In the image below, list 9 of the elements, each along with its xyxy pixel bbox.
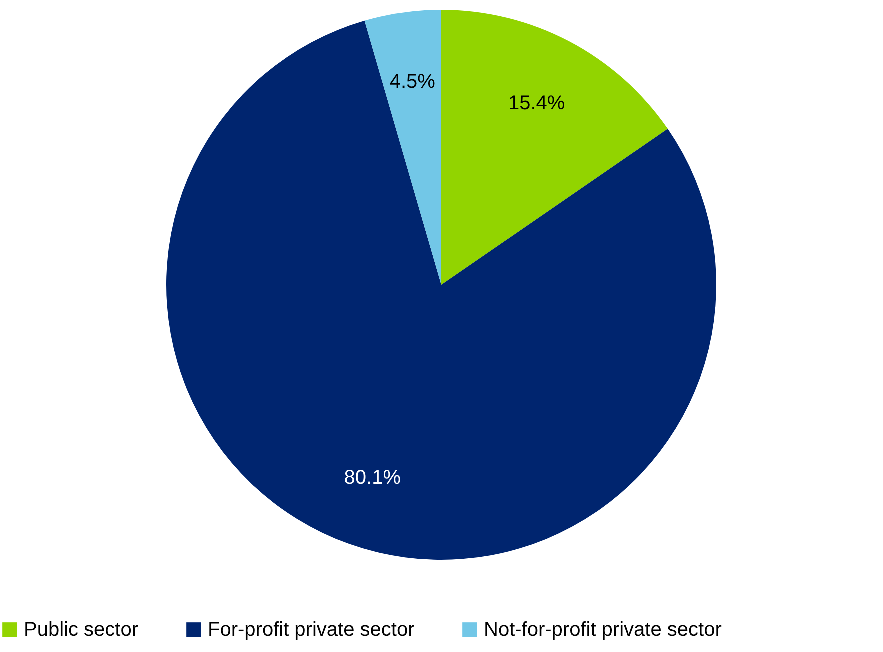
legend-label: Not-for-profit private sector [484,619,722,641]
data-label: 80.1% [344,467,402,490]
pie-slice [364,10,442,285]
legend-label: For-profit private sector [208,619,416,641]
legend-label: Public sector [24,619,139,641]
pie-slice [442,10,668,285]
data-label: 15.4% [508,92,566,115]
pie-slice [166,20,716,560]
data-label: 4.5% [390,71,436,94]
